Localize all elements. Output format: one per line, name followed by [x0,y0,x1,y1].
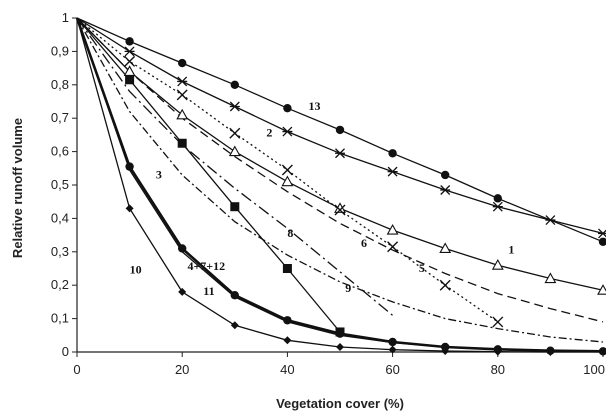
y-tick-label: 0,8 [51,77,69,92]
data-point-13 [230,80,239,90]
data-point-5 [334,204,346,216]
series-line-10 [76,17,603,353]
data-point-5 [439,279,451,291]
data-point-1 [386,223,399,235]
data-point-1 [228,145,241,157]
series-line-13 [76,17,604,243]
x-tick-label: 80 [491,362,505,377]
curve-labels: 13 2 1 6 5 9 3 8 4+7+12 11 10 [130,99,515,298]
curve-label-8: 8 [287,226,293,240]
data-point-13 [441,170,450,180]
curve-label-1: 1 [508,242,514,256]
y-tick-label: 0,5 [51,177,69,192]
markers-layer [123,37,606,356]
data-point-13 [493,194,502,203]
y-axis-title: Relative runoff volume [10,118,25,258]
data-point-10 [230,321,239,330]
data-point-13 [388,149,397,158]
data-point-10 [178,287,187,296]
x-tick-label: 20 [175,362,189,377]
data-point-2 [335,148,345,159]
data-point-2 [177,76,188,87]
data-point-10 [388,345,397,354]
data-point-4-7-12 [283,316,292,325]
data-point-1 [544,272,557,284]
data-point-1 [439,242,452,254]
curve-label-9: 9 [345,281,351,295]
data-point-2 [387,166,398,177]
data-point-10 [125,204,134,213]
series-line-9 [76,17,394,316]
data-point-5 [229,127,241,139]
data-point-13 [335,125,345,135]
data-point-4-7-12 [230,291,239,300]
y-tick-label: 0,7 [51,110,69,125]
data-point-13 [178,58,187,68]
x-axis-title: Vegetation cover (%) [276,396,404,411]
data-point-2 [229,101,240,112]
x-tick-label: 100 [583,362,605,377]
data-point-10 [441,346,450,355]
data-point-4-7-12 [335,329,345,338]
curve-label-2: 2 [266,126,272,140]
plot-area [76,18,603,353]
data-point-13 [283,103,292,113]
curve-label-4-7-12: 4+7+12 [187,259,225,273]
data-point-10 [493,347,502,356]
y-tick-label: 0,9 [51,43,69,58]
data-point-5 [492,316,504,328]
data-point-10 [336,342,344,351]
x-tick-label: 0 [73,362,80,377]
curve-label-13: 13 [308,99,320,113]
y-tick-label: 0,4 [51,210,69,225]
curve-label-5: 5 [419,261,425,275]
data-point-10 [283,336,292,345]
data-point-2 [492,201,503,212]
data-point-13 [598,237,606,246]
curve-label-10: 10 [130,263,142,277]
series-layer [75,17,604,353]
data-point-5 [281,164,293,176]
data-point-2 [545,215,556,226]
y-tick-label: 0,3 [51,244,69,259]
data-point-2 [440,185,451,195]
data-point-4-7-12 [388,337,397,347]
data-point-13 [125,37,134,46]
data-point-5 [124,55,136,67]
data-point-10 [599,348,606,356]
y-tick-label: 0 [62,344,69,359]
axis-ticks: 00,10,20,30,40,50,60,70,80,910 20 40 60 80 10… [51,10,605,377]
data-point-2 [124,46,135,57]
data-point-1 [281,175,294,187]
series-line-3 [76,17,604,343]
x-tick-label: 40 [280,362,294,377]
data-point-2 [282,126,293,137]
data-point-8 [125,75,135,85]
data-point-4-7-12 [178,244,187,253]
data-point-4-7-12 [441,342,450,352]
y-tick-label: 0,1 [51,311,69,326]
data-point-8 [282,264,292,273]
series-line-6 [76,17,604,323]
data-point-8 [177,138,187,148]
data-point-2 [598,228,606,239]
data-point-5 [176,89,188,101]
curve-label-6: 6 [361,236,367,250]
curve-label-3: 3 [156,167,162,181]
data-point-1 [176,108,189,120]
y-tick-label: 0,2 [51,277,69,292]
data-point-10 [546,348,555,356]
y-tick-label: 1 [62,10,69,25]
curve-label-11: 11 [203,284,214,298]
data-point-4-7-12 [125,162,134,171]
data-point-8 [230,202,240,212]
series-line-8 [76,17,341,333]
y-tick-label: 0,6 [51,144,69,159]
data-point-1 [491,259,504,270]
data-point-5 [387,241,399,253]
x-tick-label: 60 [385,362,399,377]
